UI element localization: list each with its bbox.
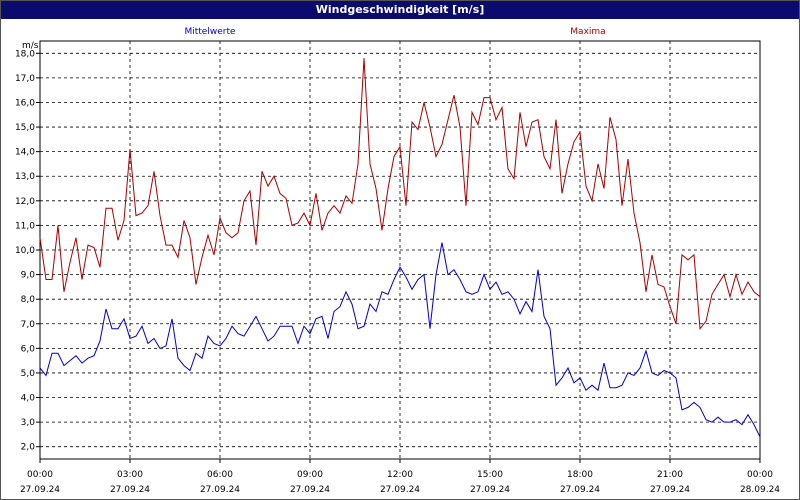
y-tick-label: 18,0 [15,49,35,59]
x-tick-time: 03:00 [117,470,143,480]
y-tick-label: 3,0 [21,418,36,428]
y-tick-label: 12,0 [15,197,35,207]
x-tick-time: 12:00 [387,470,413,480]
y-tick-label: 15,0 [15,123,35,133]
x-tick-date: 27.09.24 [380,485,420,495]
x-tick-date: 27.09.24 [290,485,330,495]
y-tick-label: 14,0 [15,148,35,158]
series-line-mittelwerte [39,242,761,438]
x-tick-date: 27.09.24 [560,485,600,495]
y-tick-label: 8,0 [21,295,36,305]
x-tick-date: 27.09.24 [110,485,150,495]
legend-maxima: Maxima [570,27,605,37]
y-tick-label: 17,0 [15,74,35,84]
x-tick-date: 27.09.24 [200,485,240,495]
y-tick-label: 4,0 [21,394,36,404]
series-lines [39,58,761,438]
x-tick-time: 00:00 [27,470,53,480]
y-tick-label: 16,0 [15,98,35,108]
y-tick-label: 9,0 [21,271,36,281]
x-tick-time: 21:00 [657,470,683,480]
x-tick-date: 27.09.24 [470,485,510,495]
tick-labels: 2,0 3,0 4,0 5,0 6,0 7,0 8,0 9,0 10,0 11,0 12,0 13,0… [15,49,780,495]
x-tick-time: 18:00 [567,470,593,480]
y-tick-label: 6,0 [21,344,36,354]
x-tick-time: 09:00 [297,470,323,480]
grid [40,41,760,459]
y-tick-label: 5,0 [21,369,36,379]
y-tick-label: 2,0 [21,443,36,453]
x-tick-time: 15:00 [477,470,503,480]
x-tick-time: 06:00 [207,470,233,480]
x-tick-date: 28.09.24 [740,485,780,495]
legend-mittelwerte: Mittelwerte [184,27,235,37]
x-tick-date: 27.09.24 [20,485,60,495]
y-tick-label: 11,0 [15,221,35,231]
y-tick-label: 10,0 [15,246,35,256]
chart-title: Windgeschwindigkeit [m/s] [1,1,799,19]
series-line-maxima [39,58,761,330]
x-tick-date: 27.09.24 [650,485,690,495]
y-axis-label: m/s [22,41,39,51]
x-tick-time: 00:00 [747,470,773,480]
y-tick-label: 13,0 [15,172,35,182]
axes [36,40,761,463]
y-tick-label: 7,0 [21,320,36,330]
